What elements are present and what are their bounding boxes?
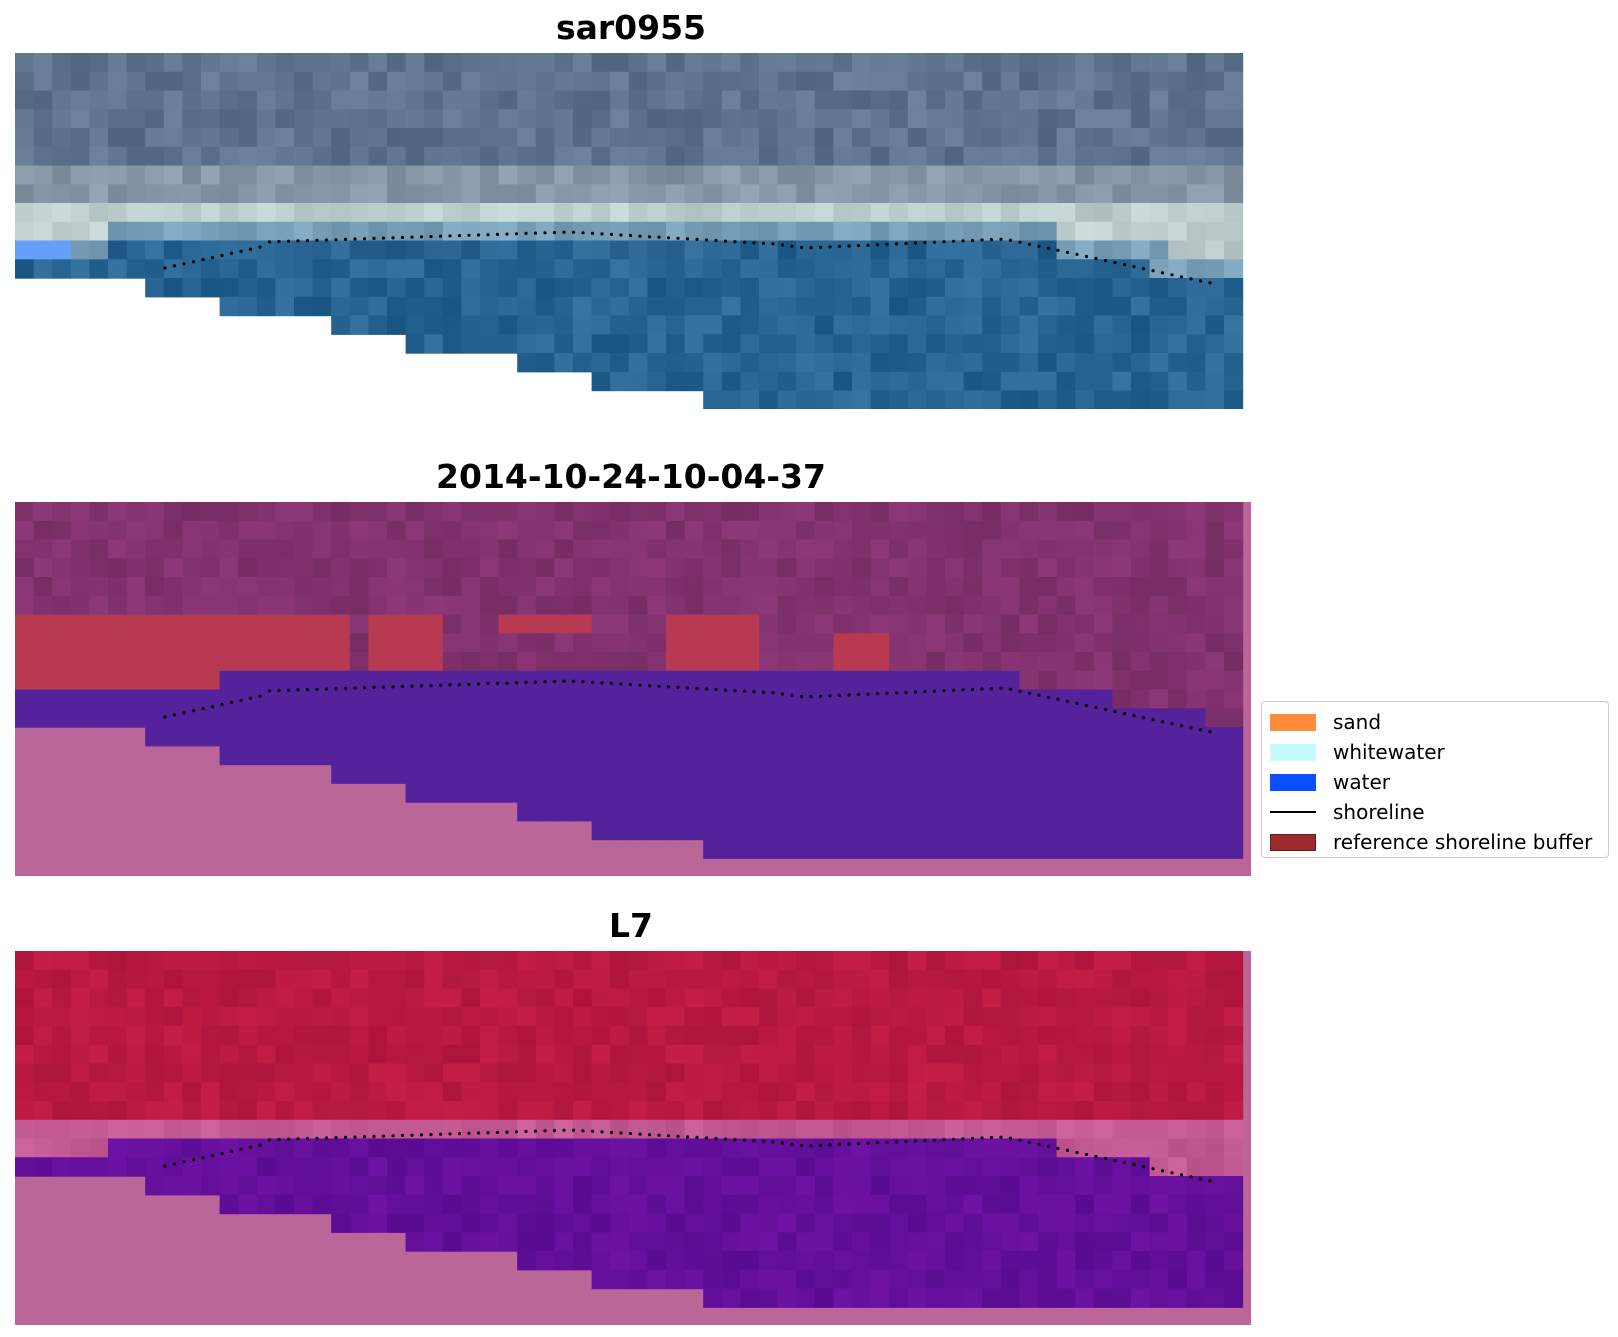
- classified-image: [15, 502, 1251, 876]
- shoreline-line-swatch: [1270, 811, 1316, 813]
- legend-item-shoreline: shoreline: [1270, 797, 1600, 827]
- shoreline-dots: [163, 230, 1212, 285]
- legend-label: reference shoreline buffer: [1333, 830, 1593, 854]
- classified-pixels: [15, 502, 1244, 859]
- legend-label: shoreline: [1333, 800, 1425, 824]
- index-image-panel: [15, 951, 1251, 1325]
- legend-item-whitewater: whitewater: [1270, 737, 1600, 767]
- legend-label: water: [1333, 770, 1390, 794]
- panel-title-rgb: sar0955: [555, 8, 707, 47]
- legend-label: whitewater: [1333, 740, 1445, 764]
- sand-swatch: [1270, 713, 1316, 731]
- legend-label: sand: [1333, 710, 1382, 734]
- legend-item-sand: sand: [1270, 707, 1600, 737]
- legend-item-water: water: [1270, 767, 1600, 797]
- rgb-image-panel: [15, 53, 1247, 409]
- shoreline-dots: [163, 679, 1212, 734]
- rgb-pixels: [15, 53, 1244, 409]
- panel-title-index: L7: [609, 906, 653, 945]
- whitewater-swatch: [1270, 743, 1316, 761]
- rgb-satellite-image: [15, 53, 1244, 409]
- index-image: [15, 951, 1251, 1325]
- buffer-swatch: [1270, 833, 1316, 851]
- legend: sand whitewater water shoreline referenc…: [1261, 701, 1609, 858]
- classified-image-panel: [15, 502, 1251, 876]
- panel-title-classified: 2014-10-24-10-04-37: [436, 457, 826, 496]
- shoreline-dots: [163, 1128, 1212, 1183]
- legend-item-buffer: reference shoreline buffer: [1270, 827, 1600, 857]
- index-pixels: [15, 951, 1244, 1308]
- water-swatch: [1270, 773, 1316, 791]
